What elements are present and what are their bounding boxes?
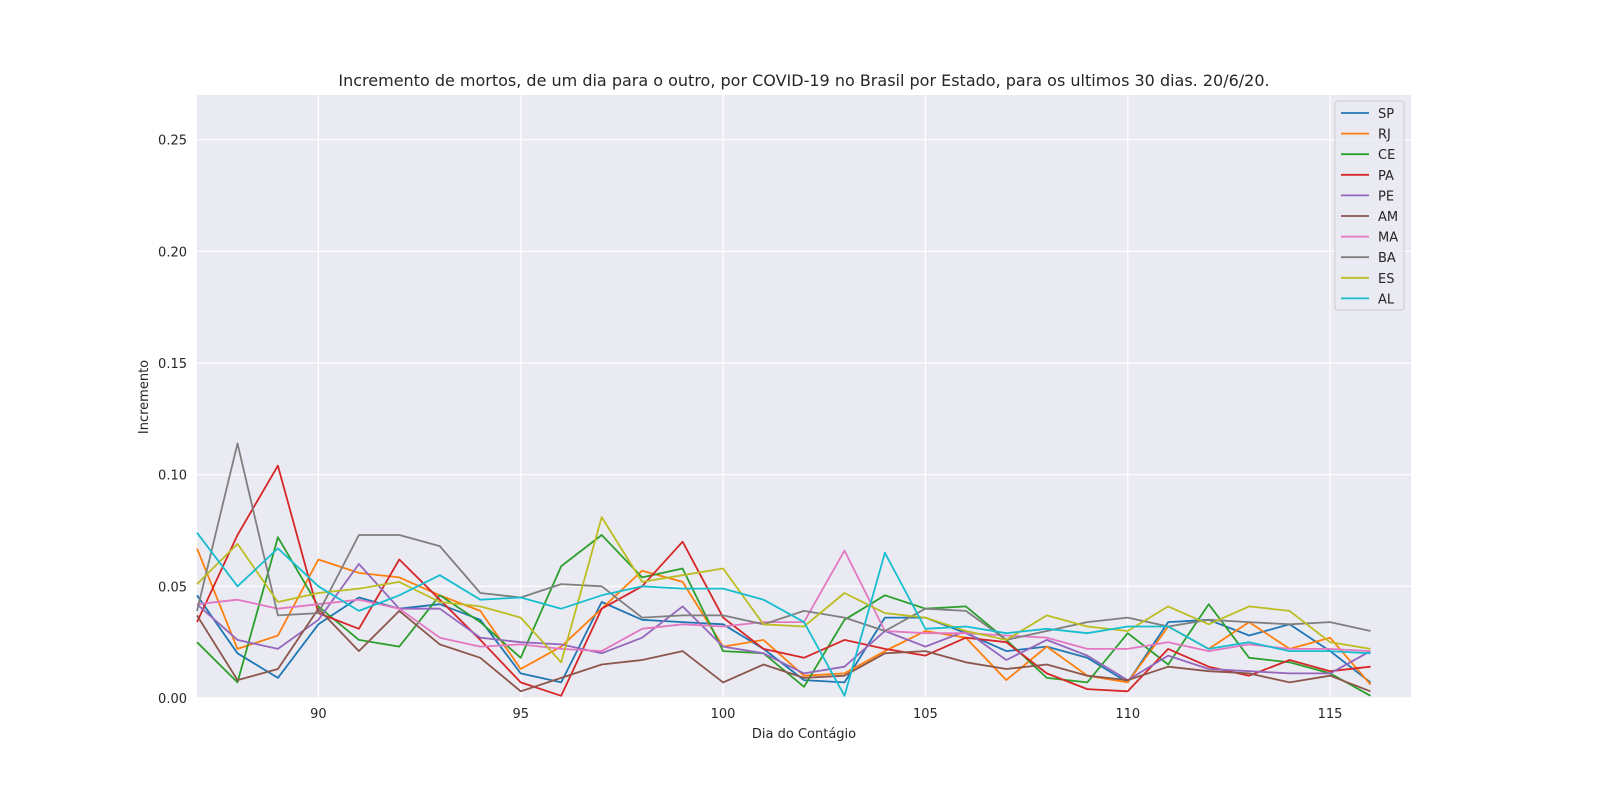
x-axis: 90 95 100 105 110 115 [310, 707, 1342, 722]
chart-title: Incremento de mortos, de um dia para o o… [338, 71, 1269, 90]
series-line-ba [196, 442, 1371, 641]
series-line-am [196, 607, 1371, 693]
y-tick-label: 0.10 [158, 469, 187, 484]
series-line-ce [196, 534, 1371, 697]
legend-label-sp: SP [1378, 107, 1394, 122]
series-line-es [196, 516, 1371, 664]
series-line-al [196, 532, 1371, 697]
legend-label-pa: PA [1378, 169, 1394, 184]
series-line-ma [196, 549, 1371, 652]
legend-label-ce: CE [1378, 148, 1395, 163]
legend-label-ba: BA [1378, 251, 1396, 266]
legend-label-am: AM [1378, 210, 1398, 225]
legend-label-rj: RJ [1378, 128, 1391, 143]
legend-label-ma: MA [1378, 231, 1398, 246]
y-axis: 0.00 0.05 0.10 0.15 0.20 0.25 [158, 134, 187, 707]
series-line-pe [196, 563, 1371, 681]
y-tick-label: 0.25 [158, 134, 187, 149]
x-tick-label: 115 [1318, 707, 1343, 722]
y-axis-label: Incremento [137, 360, 152, 434]
x-tick-label: 95 [512, 707, 529, 722]
series-line-pa [196, 464, 1371, 697]
y-tick-label: 0.00 [158, 692, 187, 707]
y-tick-label: 0.20 [158, 245, 187, 260]
legend-label-es: ES [1378, 272, 1394, 287]
x-tick-label: 90 [310, 707, 327, 722]
x-tick-label: 110 [1115, 707, 1140, 722]
grid-lines [197, 95, 1411, 699]
plot-area [197, 95, 1411, 698]
y-tick-label: 0.15 [158, 357, 187, 372]
y-tick-label: 0.05 [158, 580, 187, 595]
x-tick-label: 105 [913, 707, 938, 722]
legend: SP RJ CE PA PE AM MA BA ES AL [1334, 100, 1405, 311]
x-axis-label: Dia do Contágio [752, 727, 856, 742]
legend-label-pe: PE [1378, 189, 1394, 204]
legend-label-al: AL [1378, 292, 1395, 307]
series-lines [196, 442, 1372, 697]
x-tick-label: 100 [711, 707, 736, 722]
